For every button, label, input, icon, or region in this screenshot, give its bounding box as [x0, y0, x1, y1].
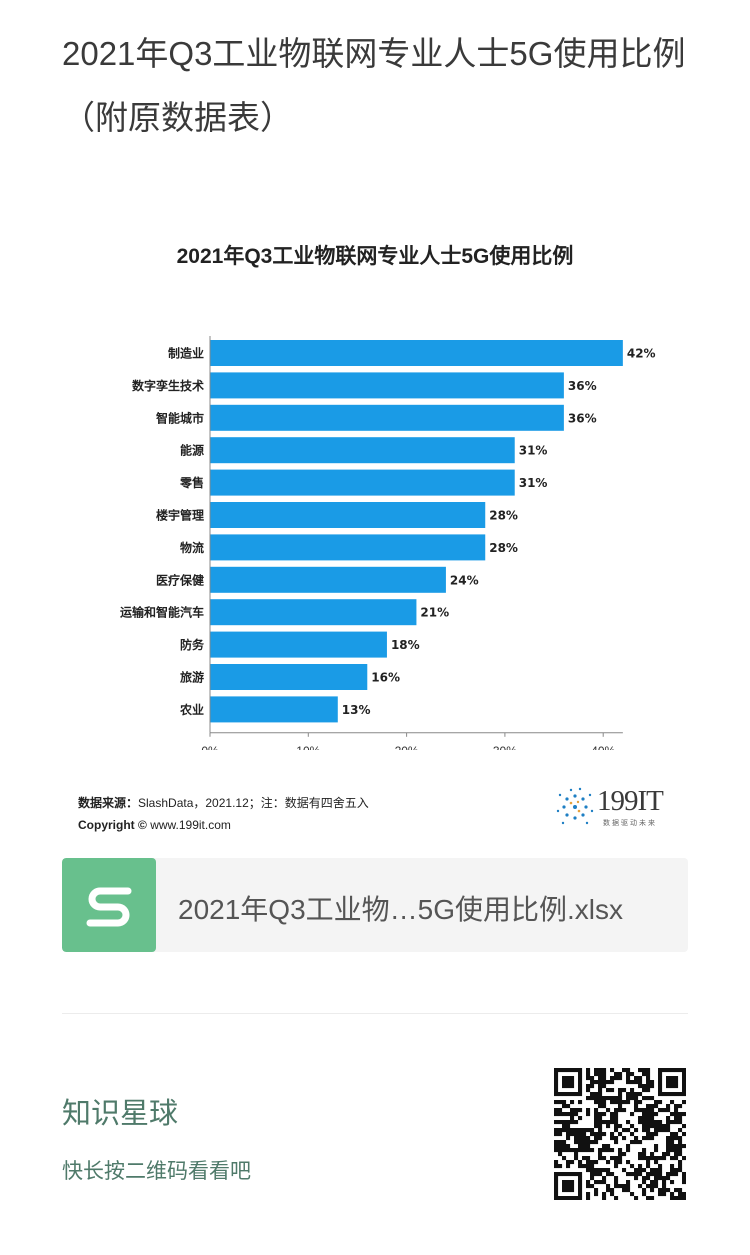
file-attachment[interactable]: 2021年Q3工业物…5G使用比例.xlsx [62, 858, 688, 952]
category-label: 数字孪生技术 [132, 378, 204, 393]
bar [210, 372, 564, 399]
bar [210, 340, 623, 366]
data-label: 13% [342, 703, 371, 717]
category-label: 制造业 [168, 346, 204, 361]
bar-chart: 制造业 42% 数字孪生技术 36% 智能城市 36% 能源 31% 零售 31% 楼宇管理 28% 物… [120, 336, 656, 750]
data-label: 24% [450, 573, 479, 587]
chart-title: 2021年Q3工业物联网专业人士5G使用比例 [176, 245, 574, 268]
copyright-label: Copyright © [78, 818, 147, 832]
source-note: 数据来源：SlashData，2021.12；注：数据有四舍五入 Copyrig… [78, 792, 369, 836]
data-label: 16% [371, 671, 400, 685]
bar [210, 469, 515, 496]
bar [210, 631, 387, 658]
logo-tagline: 数据驱动未来 [603, 820, 657, 827]
post-title: 2021年Q3工业物联网专业人士5G使用比例（附原数据表） [62, 35, 686, 136]
bar [210, 664, 368, 690]
x-tick-label: 0% [201, 744, 219, 750]
data-label: 18% [391, 638, 420, 652]
planet-title: 知识星球 [62, 1098, 179, 1130]
dandelion-icon [556, 787, 594, 825]
bar [210, 437, 515, 464]
x-tick-label: 10% [296, 744, 320, 750]
data-label: 36% [568, 411, 597, 425]
x-tick-label: 20% [395, 744, 419, 750]
category-label: 楼宇管理 [156, 508, 204, 523]
bar [210, 502, 486, 528]
category-label: 农业 [179, 702, 204, 717]
data-label: 42% [627, 347, 656, 361]
category-label: 智能城市 [155, 410, 204, 425]
data-label: 31% [519, 444, 548, 458]
x-tick-label: 40% [591, 744, 615, 750]
category-label: 零售 [179, 475, 204, 490]
category-label: 防务 [180, 637, 205, 652]
logo-199it: 199IT 数据驱动未来 [553, 785, 683, 831]
category-label: 物流 [180, 540, 204, 555]
bar [210, 696, 338, 723]
data-label: 28% [489, 541, 518, 555]
source-label: 数据来源： [78, 796, 139, 810]
data-label: 28% [489, 509, 518, 523]
bar [210, 404, 564, 431]
qr-code[interactable] [554, 1068, 686, 1200]
planet-subtitle: 快长按二维码看看吧 [62, 1160, 251, 1183]
category-label: 能源 [180, 443, 204, 458]
source-text: SlashData，2021.12；注：数据有四舍五入 [138, 796, 369, 810]
bar [210, 566, 446, 593]
bar [210, 534, 486, 561]
logo-text: 199IT [597, 785, 664, 817]
file-name: 2021年Q3工业物…5G使用比例.xlsx [178, 894, 623, 925]
divider [62, 1013, 688, 1014]
category-label: 运输和智能汽车 [120, 605, 204, 620]
category-label: 医疗保健 [156, 572, 205, 587]
copyright-text: www.199it.com [150, 818, 231, 832]
x-tick-label: 30% [493, 744, 517, 750]
data-label: 36% [568, 379, 597, 393]
data-label: 21% [420, 606, 449, 620]
category-label: 旅游 [180, 670, 204, 685]
spreadsheet-s-icon [62, 858, 156, 952]
data-label: 31% [519, 476, 548, 490]
bar [210, 599, 417, 626]
